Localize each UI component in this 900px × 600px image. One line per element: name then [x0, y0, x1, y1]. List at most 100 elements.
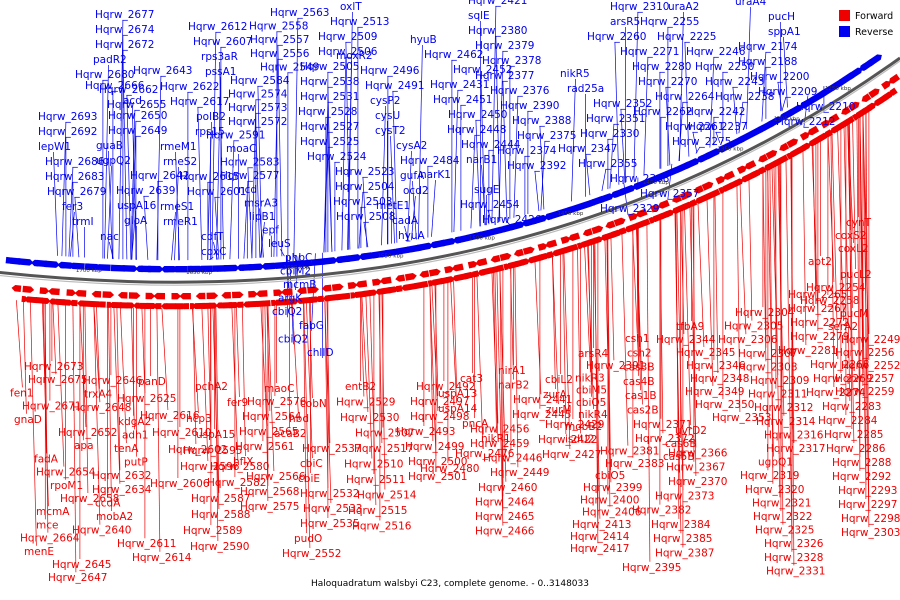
reverse-gene-label: cysU	[375, 110, 400, 122]
reverse-gene-label: Hqrw_2538	[300, 76, 359, 88]
forward-gene-label: nikR3	[575, 372, 605, 384]
forward-gene-connector	[131, 307, 135, 430]
forward-gene-label: Hqrw_2317	[766, 443, 825, 455]
forward-gene-arrow	[334, 293, 345, 301]
forward-gene-arrow	[605, 220, 616, 229]
forward-gene-label: Hqrw_2465	[475, 511, 534, 523]
forward-gene-arrow	[273, 289, 283, 297]
forward-gene-label: cas5B	[663, 451, 695, 463]
reverse-gene-arrow	[509, 221, 526, 231]
forward-gene-label: pucL2	[840, 269, 872, 281]
forward-gene-arrow	[192, 302, 205, 310]
forward-gene-arrow	[744, 160, 757, 170]
reverse-gene-arrow	[620, 185, 636, 196]
forward-gene-label: Hqrw_2460	[478, 482, 537, 494]
reverse-gene-arrow	[197, 265, 213, 273]
forward-gene-label: Hqrw_2610	[152, 427, 211, 439]
forward-gene-label: Hqrw_2312	[754, 402, 813, 414]
forward-gene-label: Hqrw_2476	[455, 448, 515, 460]
forward-gene-arrow	[200, 302, 211, 309]
reverse-gene-arrow	[17, 258, 34, 266]
forward-gene-label: mcmA	[36, 506, 70, 518]
forward-gene-label: Hqrw_2602	[168, 444, 227, 456]
forward-gene-arrow	[799, 132, 810, 141]
reverse-gene-label: Hqrw_2503	[333, 196, 392, 208]
forward-gene-label: Hqrw_2480	[420, 463, 479, 475]
reverse-gene-label: acd	[123, 95, 142, 107]
reverse-gene-arrow	[787, 104, 803, 117]
reverse-gene-connector	[495, 35, 501, 222]
forward-gene-connector	[434, 284, 439, 397]
forward-gene-arrow	[171, 293, 181, 300]
reverse-gene-label: Hqrw_2607	[193, 36, 252, 48]
forward-gene-arrow	[102, 291, 115, 299]
reverse-gene-label: uraA4	[735, 0, 767, 8]
forward-gene-connector	[692, 203, 697, 477]
reverse-gene-label: nac	[100, 231, 119, 243]
forward-gene-label: pucM	[840, 308, 868, 320]
forward-gene-label: Hqrw_2429	[545, 419, 604, 431]
forward-gene-connector	[684, 206, 691, 426]
reverse-gene-label: Hqrw_2462	[424, 49, 483, 61]
forward-gene-label: narB2	[498, 380, 529, 392]
forward-gene-arrow	[11, 285, 22, 292]
forward-gene-connector	[429, 284, 434, 442]
forward-gene-arrow	[475, 258, 488, 267]
forward-gene-label: Hqrw_2568	[240, 486, 299, 498]
forward-gene-label: Hqrw_2427	[542, 449, 601, 461]
reverse-gene-label: Hqrw_2505	[300, 61, 359, 73]
forward-gene-arrow	[221, 291, 232, 299]
reverse-gene-connector	[534, 170, 540, 212]
forward-gene-connector	[365, 295, 373, 459]
reverse-gene-label: Hqrw_2225	[657, 31, 716, 43]
reverse-gene-label: Hqrw_2504	[335, 181, 395, 193]
forward-gene-label: Hqrw_2384	[651, 519, 711, 531]
forward-gene-label: Hqrw_2344	[656, 334, 716, 346]
reverse-gene-label: cysA2	[396, 140, 427, 152]
forward-gene-connector	[621, 232, 629, 446]
forward-gene-arrow	[153, 292, 166, 300]
reverse-gene-label: fabG	[299, 320, 324, 332]
forward-gene-label: Hqrw_2346	[686, 360, 746, 372]
reverse-gene-arrow	[808, 91, 824, 104]
reverse-gene-label: Hqrw_2260	[587, 31, 646, 43]
reverse-gene-label: hyuA	[398, 230, 426, 242]
forward-gene-label: maoC	[264, 383, 294, 395]
reverse-gene-label: metE1	[376, 200, 410, 212]
reverse-gene-label: Hqrw_2392	[507, 160, 566, 172]
forward-gene-arrow	[888, 87, 898, 96]
reverse-gene-label: Hqrw_2666	[85, 80, 145, 92]
forward-gene-arrow	[657, 199, 670, 209]
forward-gene-label: pudO	[294, 533, 322, 545]
gene-arrow-track	[5, 54, 900, 310]
reverse-gene-connector	[118, 19, 124, 260]
forward-gene-arrow	[665, 209, 675, 218]
forward-gene-label: Hqrw_2614	[132, 552, 192, 564]
reverse-gene-connector	[130, 109, 136, 260]
forward-gene-connector	[739, 180, 747, 335]
reverse-gene-label: Hqrw_2527	[300, 121, 359, 133]
forward-gene-label: Hqrw_2459	[470, 438, 529, 450]
map-caption: Haloquadratum walsbyi C23, complete geno…	[311, 579, 589, 589]
reverse-gene-label: cbiQ2	[278, 333, 308, 345]
forward-gene-label: Hqrw_2493	[396, 426, 455, 438]
reverse-gene-connector	[783, 36, 788, 108]
reverse-gene-connector	[280, 249, 285, 257]
forward-gene-label: cas1B	[625, 390, 657, 402]
forward-gene-arrow	[321, 284, 332, 292]
forward-gene-connector	[429, 284, 437, 457]
forward-gene-arrow	[765, 149, 778, 160]
forward-gene-label: fen1	[10, 387, 34, 399]
reverse-gene-arrow	[485, 226, 502, 236]
forward-gene-label: Hqrw_2257	[835, 373, 894, 385]
forward-gene-label: Hqrw_2552	[282, 548, 341, 560]
reverse-gene-label: Hqrw_2374	[497, 145, 557, 157]
forward-gene-arrow	[117, 292, 128, 299]
forward-gene-label: acaB2	[274, 428, 307, 440]
reverse-gene-connector	[513, 95, 519, 218]
forward-gene-arrow	[807, 125, 820, 136]
reverse-gene-arrow	[111, 264, 126, 272]
forward-gene-label: Hqrw_2400	[580, 494, 639, 506]
forward-gene-label: Hqrw_2673	[24, 361, 83, 373]
forward-gene-label: Hqrw_2648	[72, 402, 131, 414]
